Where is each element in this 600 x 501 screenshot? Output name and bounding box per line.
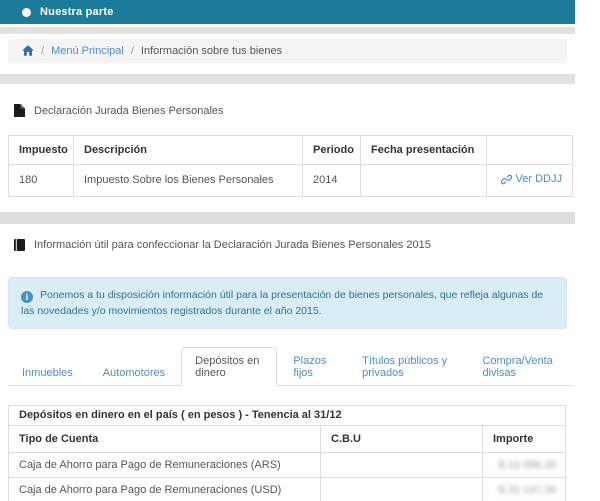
ddjj-section-heading: Declaración Jurada Bienes Personales xyxy=(14,104,600,117)
tab-inmuebles[interactable]: Inmuebles xyxy=(22,367,73,380)
tab-depositos-en-dinero[interactable]: Depósitos en dinero xyxy=(181,347,278,387)
tab-plazos-fijos[interactable]: Plazos fijos xyxy=(293,355,327,380)
deposits-table-header-row: Tipo de Cuenta C.B.U Importe xyxy=(8,425,567,454)
info-alert: i Ponemos a tu disposición información út… xyxy=(8,276,567,330)
table-row: Caja de Ahorro para Pago de Remuneracion… xyxy=(8,477,567,501)
col-cbu: C.B.U xyxy=(320,425,483,454)
ddjj-table-header-row: Impuesto Descripción Periodo Fecha prese… xyxy=(8,135,573,165)
cell-fecha-presentacion xyxy=(360,164,487,197)
home-icon[interactable] xyxy=(22,45,34,56)
ver-ddjj-link[interactable]: Ver DDJJ xyxy=(500,173,562,185)
divider-band xyxy=(0,27,575,34)
col-actions xyxy=(486,135,573,165)
info-section-title: Información útil para confeccionar la De… xyxy=(34,238,431,251)
breadcrumb-link-menu-principal[interactable]: Menú Principal xyxy=(51,45,124,57)
link-chain-icon xyxy=(500,174,512,184)
service-title: Nuestra parte xyxy=(40,6,114,18)
divider-band xyxy=(0,211,575,224)
deposits-table-title: Depósitos en dinero en el país ( en peso… xyxy=(7,405,567,427)
breadcrumb-separator: / xyxy=(130,45,134,57)
table-row: 180 Impuesto Sobre los Bienes Personales… xyxy=(8,164,573,197)
top-service-bar: Nuestra parte xyxy=(0,0,575,24)
redacted-amount: $ 22.147,36 xyxy=(498,485,558,497)
breadcrumb-separator: / xyxy=(41,45,45,57)
table-row: Caja de Ahorro para Pago de Remuneracion… xyxy=(8,452,567,479)
cell-cbu xyxy=(320,477,483,501)
col-periodo: Periodo xyxy=(302,135,361,165)
sun-dot-icon xyxy=(22,7,31,17)
tab-automotores[interactable]: Automotores xyxy=(102,367,166,380)
tab-compra-venta-divisas[interactable]: Compra/Venta divisas xyxy=(482,355,553,380)
book-icon xyxy=(14,238,25,251)
col-tipo-de-cuenta: Tipo de Cuenta xyxy=(8,425,321,454)
info-circle-icon: i xyxy=(21,290,33,303)
breadcrumb: / Menú Principal / Información sobre tus… xyxy=(8,39,567,63)
ddjj-section-title: Declaración Jurada Bienes Personales xyxy=(34,104,224,117)
document-icon xyxy=(14,104,25,117)
col-fecha-presentacion: Fecha presentación xyxy=(360,135,487,165)
cell-cbu xyxy=(320,452,483,479)
cell-importe: $ 10.396,35 xyxy=(481,452,567,479)
cell-tipo-cuenta: Caja de Ahorro para Pago de Remuneracion… xyxy=(8,452,321,479)
ddjj-table: Impuesto Descripción Periodo Fecha prese… xyxy=(8,135,573,197)
asset-category-tabs: Inmuebles Automotores Depósitos en diner… xyxy=(8,346,573,387)
divider-band xyxy=(0,74,575,84)
col-importe: Importe xyxy=(481,425,567,454)
cell-ver-ddjj: Ver DDJJ xyxy=(486,164,573,197)
info-alert-text: Ponemos a tu disposición información úti… xyxy=(21,288,544,317)
breadcrumb-current-page: Información sobre tus bienes xyxy=(140,45,283,57)
cell-tipo-cuenta: Caja de Ahorro para Pago de Remuneracion… xyxy=(8,477,321,501)
tab-titulos-publicos-y-privados[interactable]: Títulos públicos y privados xyxy=(362,355,448,380)
col-impuesto: Impuesto xyxy=(8,135,74,165)
cell-importe: $ 22.147,36 xyxy=(481,477,567,501)
cell-periodo: 2014 xyxy=(302,164,361,197)
cell-impuesto: 180 xyxy=(8,164,74,197)
redacted-amount: $ 10.396,35 xyxy=(498,460,558,472)
col-descripcion: Descripción xyxy=(73,135,303,165)
cell-descripcion: Impuesto Sobre los Bienes Personales xyxy=(73,164,303,197)
info-section-heading: Información útil para confeccionar la De… xyxy=(14,238,600,251)
deposits-table: Depósitos en dinero en el país ( en peso… xyxy=(7,405,567,501)
deposits-table-title-row: Depósitos en dinero en el país ( en peso… xyxy=(7,405,567,427)
